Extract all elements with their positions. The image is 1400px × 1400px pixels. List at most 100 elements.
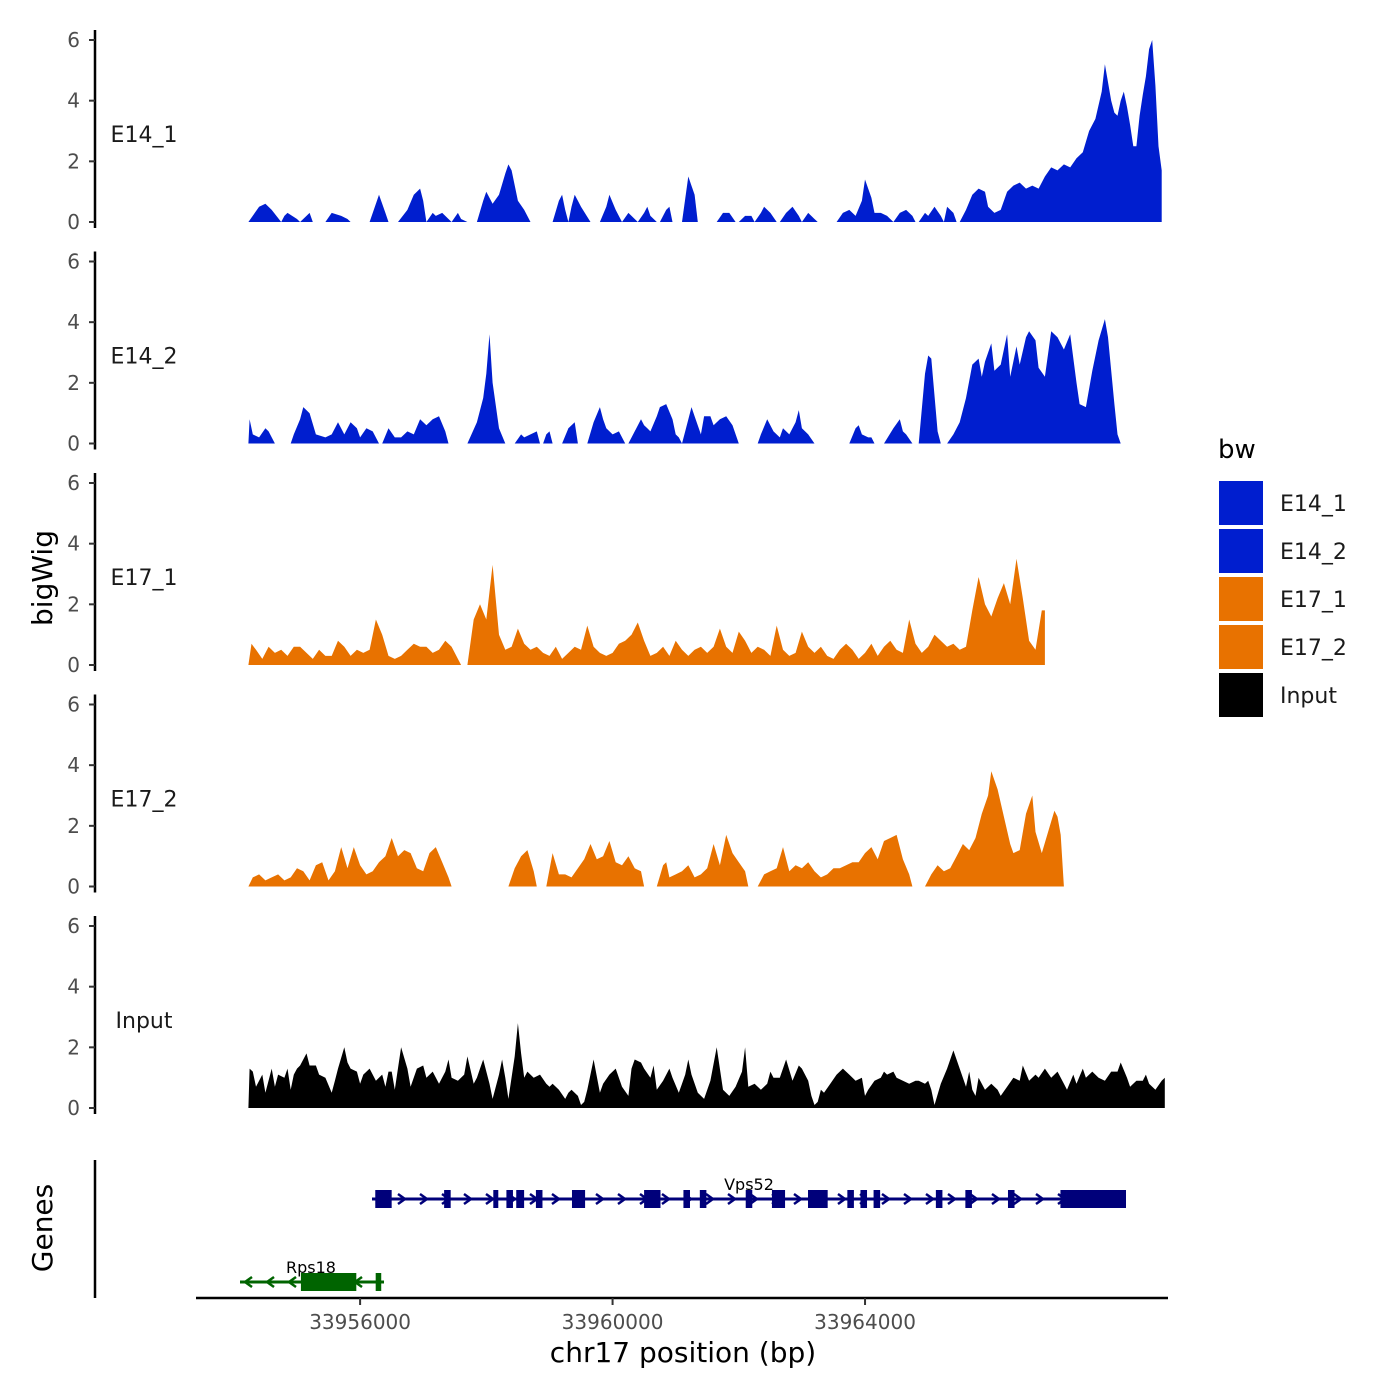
signal-area-E14_1-2 xyxy=(300,212,313,222)
y-tick-label: 2 xyxy=(67,814,80,838)
signal-area-E14_2-12 xyxy=(884,419,913,444)
signal-area-E14_2-14 xyxy=(947,319,1121,444)
track-label: E17_1 xyxy=(111,566,178,591)
signal-area-E14_1-4 xyxy=(369,194,389,222)
signal-area-E17_2-3 xyxy=(656,834,749,887)
signal-area-E14_2-0 xyxy=(248,419,275,444)
legend-label: Input xyxy=(1280,684,1337,709)
signal-area-E14_1-13 xyxy=(637,206,657,222)
track-E17_2: 0 2 4 6 E17_2 xyxy=(67,693,1064,899)
track-label: E17_2 xyxy=(111,788,178,813)
gene-Rps18: Rps18 xyxy=(240,1258,384,1291)
y-tick-label: 6 xyxy=(67,28,80,52)
gene-label: Vps52 xyxy=(724,1175,774,1194)
gene-exon xyxy=(745,1190,753,1208)
strand-chevron xyxy=(397,1192,408,1206)
y-tick-label: 4 xyxy=(67,975,80,999)
gene-exon xyxy=(808,1190,828,1208)
y-tick-label: 6 xyxy=(67,250,80,274)
gene-exon xyxy=(535,1190,543,1208)
x-tick-label: 33960000 xyxy=(562,1310,664,1334)
strand-chevron xyxy=(837,1192,848,1206)
gene-exon xyxy=(444,1190,451,1208)
strand-chevron xyxy=(991,1192,1002,1206)
signal-area-E17_1-0 xyxy=(248,619,462,665)
legend-label: E17_2 xyxy=(1280,636,1347,661)
y-tick-label: 4 xyxy=(67,532,80,556)
y-tick-label: 4 xyxy=(67,89,80,113)
signal-area-E14_2-7 xyxy=(587,407,626,444)
signal-area-Input-0 xyxy=(248,1023,1165,1108)
signal-area-E14_2-2 xyxy=(382,416,449,444)
strand-chevron xyxy=(793,1192,804,1206)
y-tick-label: 6 xyxy=(67,471,80,495)
y-tick-label: 0 xyxy=(67,875,80,899)
legend-title: bw xyxy=(1218,435,1256,465)
strand-chevron xyxy=(903,1192,914,1206)
signal-area-E17_2-4 xyxy=(757,834,913,887)
track-E17_1: 0 2 4 6 E17_1 xyxy=(67,471,1045,677)
signal-area-E14_2-4 xyxy=(514,431,540,444)
signal-area-E14_1-8 xyxy=(476,164,531,222)
signal-area-E14_1-3 xyxy=(325,212,351,222)
signal-area-E14_1-15 xyxy=(682,176,698,222)
signal-area-E14_1-23 xyxy=(918,206,944,222)
gene-exon xyxy=(771,1190,786,1208)
track-E14_1: 0 2 4 6 E14_1 xyxy=(67,28,1162,234)
y-tick-label: 6 xyxy=(67,693,80,717)
signal-area-E14_1-12 xyxy=(622,212,638,222)
y-tick-label: 6 xyxy=(67,914,80,938)
legend-label: E14_1 xyxy=(1280,492,1347,517)
gene-exon xyxy=(375,1190,392,1208)
gene-exon xyxy=(493,1190,499,1208)
legend-key-Input xyxy=(1217,671,1265,719)
signal-area-E14_1-9 xyxy=(552,194,569,222)
strand-chevron xyxy=(485,1192,496,1206)
strand-chevron xyxy=(1013,1192,1024,1206)
signal-area-E14_1-0 xyxy=(248,203,282,222)
signal-area-E14_2-6 xyxy=(562,422,578,444)
x-tick-label: 33956000 xyxy=(309,1310,411,1334)
signal-area-E17_2-1 xyxy=(508,850,537,887)
gene-exon xyxy=(300,1273,357,1291)
gene-exon xyxy=(1060,1190,1067,1208)
strand-chevron xyxy=(969,1192,980,1206)
strand-chevron xyxy=(551,1192,562,1206)
legend-label: E17_1 xyxy=(1280,588,1347,613)
signal-area-E14_2-3 xyxy=(467,334,506,444)
strand-chevron xyxy=(286,1275,297,1289)
gene-exon xyxy=(1066,1190,1126,1208)
y-axis-title: bigWig xyxy=(26,530,59,626)
gene-Vps52: Vps52 xyxy=(372,1175,1126,1208)
y-tick-label: 2 xyxy=(67,371,80,395)
gene-exon xyxy=(965,1190,972,1208)
gene-exon xyxy=(935,1190,943,1208)
strand-chevron xyxy=(947,1192,958,1206)
track-E14_2: 0 2 4 6 E14_2 xyxy=(67,250,1121,456)
signal-area-E14_1-18 xyxy=(754,206,777,222)
gene-exon xyxy=(847,1190,854,1208)
track-Input: 0 2 4 6 Input xyxy=(67,914,1165,1120)
strand-chevron xyxy=(463,1192,474,1206)
legend-key-E14_1 xyxy=(1217,479,1265,527)
track-label: E14_1 xyxy=(111,123,178,148)
signal-area-E14_1-14 xyxy=(659,206,673,222)
strand-chevron xyxy=(242,1275,253,1289)
signal-area-E14_1-1 xyxy=(281,212,301,222)
legend-label: E14_2 xyxy=(1280,540,1347,565)
gene-exon xyxy=(516,1190,525,1208)
strand-chevron xyxy=(705,1192,716,1206)
signal-tracks: 0 2 4 6 E14_1 0 2 4 6 E14_2 0 2 4 6 E17_1 0 2 4 6 E17_2 0 2 4 6… xyxy=(67,28,1165,1120)
strand-chevron xyxy=(661,1192,672,1206)
signal-area-E14_1-6 xyxy=(426,212,452,222)
gene-exon xyxy=(683,1190,690,1208)
track-label: E14_2 xyxy=(111,345,178,370)
x-axis: 33956000 33960000 33964000 xyxy=(196,1296,1168,1334)
gene-exon xyxy=(873,1190,881,1208)
signal-area-E14_1-25 xyxy=(959,40,1162,222)
signal-area-E17_2-0 xyxy=(248,838,452,887)
y-tick-label: 0 xyxy=(67,432,80,456)
x-tick-label: 33964000 xyxy=(814,1310,916,1334)
strand-chevron xyxy=(264,1275,275,1289)
